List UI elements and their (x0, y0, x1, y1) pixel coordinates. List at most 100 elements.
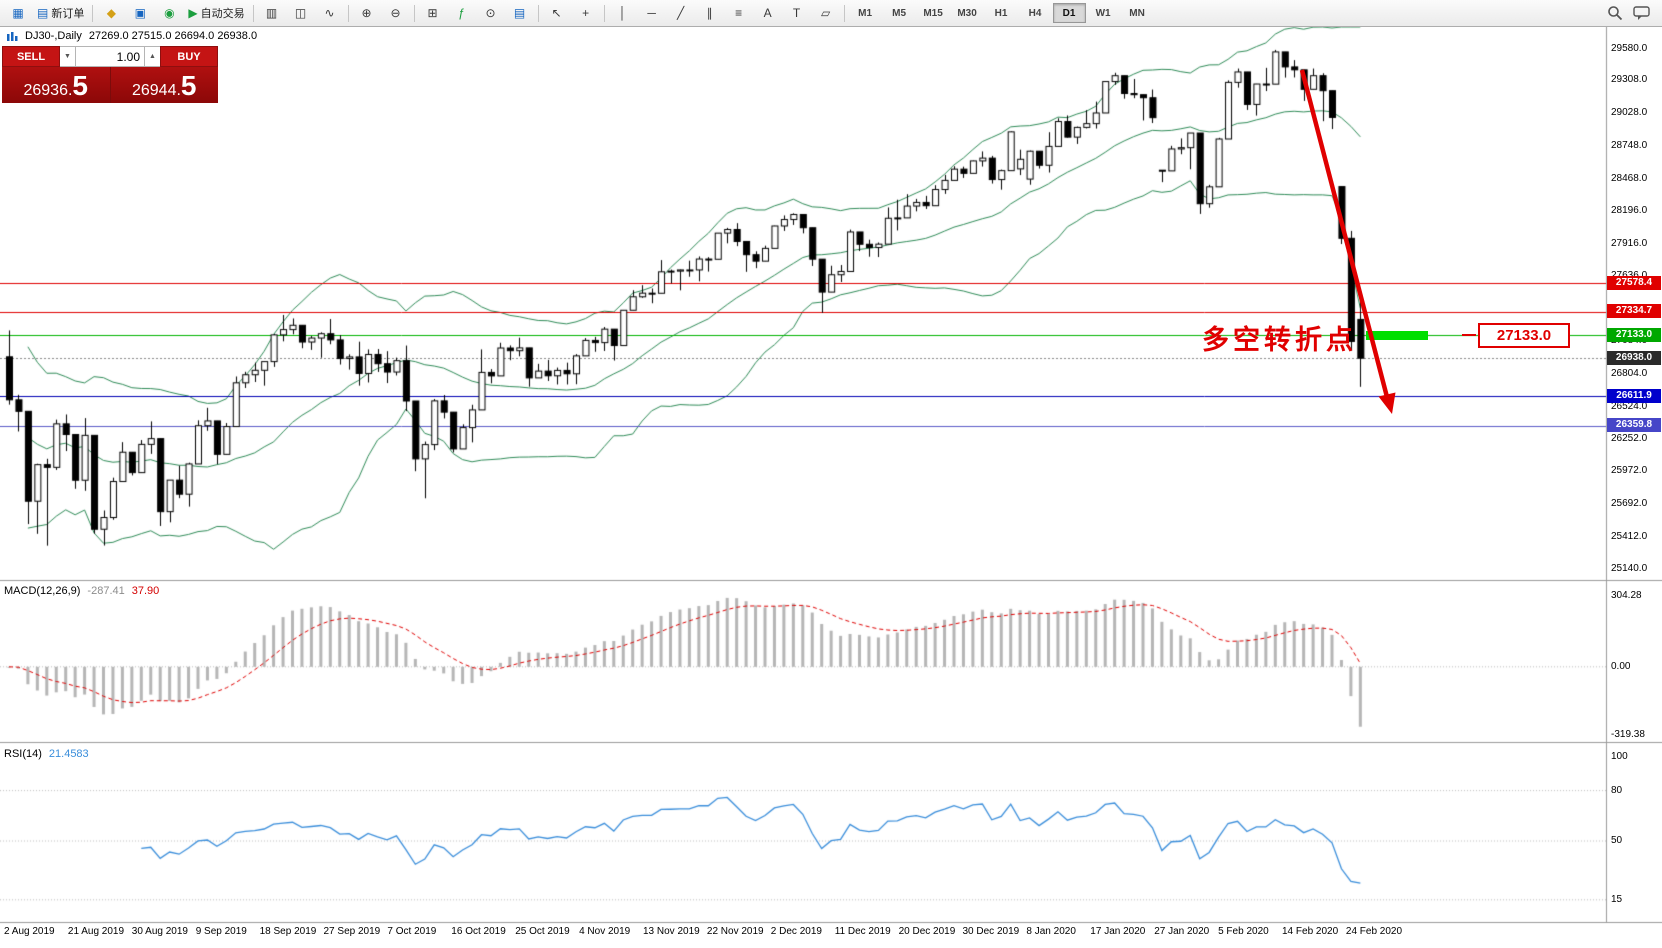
autotrading-button[interactable]: ▶ 自动交易 (184, 2, 248, 24)
timeframe-mn[interactable]: MN (1129, 7, 1145, 19)
indicators-button[interactable]: ƒ (448, 2, 476, 24)
buy-price[interactable]: 26944. 5 (111, 67, 219, 103)
rsi-header: RSI(14) 21.4583 (4, 748, 89, 760)
price-badge: 27133.0 (1607, 327, 1661, 342)
bar-chart-button[interactable]: ▥ (258, 2, 286, 24)
market-watch-button[interactable]: ▣ (126, 2, 154, 24)
highlight-bar[interactable] (1366, 331, 1428, 340)
current-price-badge: 26938.0 (1607, 350, 1661, 365)
channel-tool-button[interactable]: ∥ (696, 2, 724, 24)
price-axis-label: 28748.0 (1611, 140, 1648, 152)
price-axis-label: 29028.0 (1611, 107, 1648, 119)
callout-tick (1462, 334, 1476, 336)
line-chart-button[interactable]: ∿ (316, 2, 344, 24)
volume-decrease-button[interactable]: ▼ (60, 46, 75, 67)
label-tool-button-icon: T (792, 6, 801, 20)
fibonacci-tool-button-icon: ≡ (735, 6, 743, 20)
indicators-button-icon: ƒ (458, 6, 465, 20)
timeframe-m30[interactable]: M30 (957, 7, 977, 19)
timeframe-h1[interactable]: H1 (994, 7, 1008, 19)
zoom-in-button-icon: ⊕ (361, 6, 372, 20)
zoom-in-button[interactable]: ⊕ (353, 2, 381, 24)
price-axis-label: 25692.0 (1611, 498, 1648, 510)
tile-windows-button[interactable]: ⊞ (419, 2, 447, 24)
toolbar-separator (347, 4, 349, 22)
trendline-tool-button[interactable]: ╱ (667, 2, 695, 24)
toolbar-separator (413, 4, 415, 22)
bar-chart-button-icon: ▥ (265, 6, 278, 20)
price-callout-label[interactable]: 27133.0 (1478, 323, 1570, 348)
date-axis-label: 25 Oct 2019 (515, 926, 570, 937)
zoom-out-button[interactable]: ⊖ (382, 2, 410, 24)
date-axis-label: 4 Nov 2019 (579, 926, 631, 937)
sell-button[interactable]: SELL (2, 46, 60, 67)
rsi-axis-label: 80 (1611, 784, 1623, 796)
label-tool-button[interactable]: T (783, 2, 811, 24)
price-axis-label: 26252.0 (1611, 432, 1648, 444)
new-order-button[interactable]: ▤ 新订单 (33, 2, 88, 24)
price-axis-label: 27356.0 (1611, 303, 1648, 315)
templates-button[interactable]: ▤ (506, 2, 534, 24)
text-tool-button[interactable]: A (754, 2, 782, 24)
macd-header: MACD(12,26,9) -287.41 37.90 (4, 585, 159, 597)
profiles-button[interactable]: ◆ (97, 2, 125, 24)
chat-icon[interactable] (1633, 5, 1650, 21)
trade-controls-row: SELL ▼ ▲ BUY (2, 46, 218, 67)
buy-price-big-digit: 5 (180, 70, 197, 101)
date-axis-label: 24 Feb 2020 (1345, 926, 1403, 937)
crosshair-tool-button-icon: + (582, 6, 590, 20)
search-icon[interactable] (1607, 5, 1623, 21)
date-axis-label: 7 Oct 2019 (387, 926, 437, 937)
tile-windows-button-icon: ⊞ (427, 6, 438, 20)
date-axis-label: 17 Jan 2020 (1090, 926, 1146, 937)
price-axis-label: 27084.0 (1611, 335, 1648, 347)
timeframe-m1[interactable]: M1 (858, 7, 873, 19)
trade-prices-row: 26936. 5 26944. 5 (2, 67, 218, 103)
rsi-axis-label: 100 (1611, 751, 1628, 762)
autotrading-button-icon: ▶ (188, 6, 198, 20)
buy-button[interactable]: BUY (160, 46, 218, 67)
date-axis-label: 20 Dec 2019 (898, 926, 956, 937)
price-axis-label: 26804.0 (1611, 367, 1648, 379)
toolbar-right (1607, 5, 1650, 21)
timeframe-m15[interactable]: M15 (923, 7, 943, 19)
timeframe-m5[interactable]: M5 (892, 7, 907, 19)
timeframe-d1[interactable]: D1 (1052, 3, 1086, 23)
timeframe-w1[interactable]: W1 (1095, 7, 1111, 19)
fibonacci-tool-button[interactable]: ≡ (725, 2, 753, 24)
horizontal-line-tool-button[interactable]: ─ (638, 2, 666, 24)
candlestick-chart-button-icon: ◫ (294, 6, 307, 20)
vertical-line-tool-button[interactable]: │ (609, 2, 637, 24)
timeframe-h4[interactable]: H4 (1028, 7, 1042, 19)
shapes-tool-button[interactable]: ▱ (812, 2, 840, 24)
date-axis-label: 21 Aug 2019 (67, 926, 125, 937)
date-axis-label: 30 Dec 2019 (962, 926, 1020, 937)
price-axis-label: 25412.0 (1611, 531, 1648, 543)
toolbar-tools: ▦ ▤ 新订单 ◆ ▣ ◉ ▶ 自动交易 ▥ ◫ ∿ ⊕ ⊖ ⊞ ƒ ⊙ ▤ ↖ + │ ─ ╱ ∥ ≡ A T ▱ M1 M5 M15 M… (4, 2, 1154, 24)
rsi-label: RSI(14) (4, 748, 42, 760)
buy-price-main: 26944. (131, 82, 181, 99)
app-window-button[interactable]: ▦ (4, 2, 32, 24)
crosshair-tool-button[interactable]: + (572, 2, 600, 24)
navigator-button[interactable]: ◉ (155, 2, 183, 24)
zoom-out-button-icon: ⊖ (390, 6, 401, 20)
price-axis-label: 29308.0 (1611, 74, 1648, 86)
price-badge: 27334.7 (1607, 304, 1661, 319)
periods-button[interactable]: ⊙ (477, 2, 505, 24)
turning-point-annotation[interactable]: 多空转折点 (1202, 325, 1357, 355)
date-axis-label: 14 Feb 2020 (1282, 926, 1339, 937)
volume-input[interactable] (75, 46, 145, 67)
channel-tool-button-icon: ∥ (706, 6, 713, 20)
date-axis-label: 2 Aug 2019 (4, 926, 55, 937)
date-axis-label: 30 Aug 2019 (131, 926, 188, 937)
new-order-button-label: 新订单 (51, 8, 85, 20)
date-axis-label: 22 Nov 2019 (706, 926, 764, 937)
macd-axis-label: -319.38 (1611, 729, 1645, 740)
candlestick-chart-button[interactable]: ◫ (287, 2, 315, 24)
date-axis-label: 8 Jan 2020 (1026, 926, 1076, 937)
volume-increase-button[interactable]: ▲ (145, 46, 160, 67)
cursor-tool-button[interactable]: ↖ (543, 2, 571, 24)
sell-price[interactable]: 26936. 5 (2, 67, 110, 103)
